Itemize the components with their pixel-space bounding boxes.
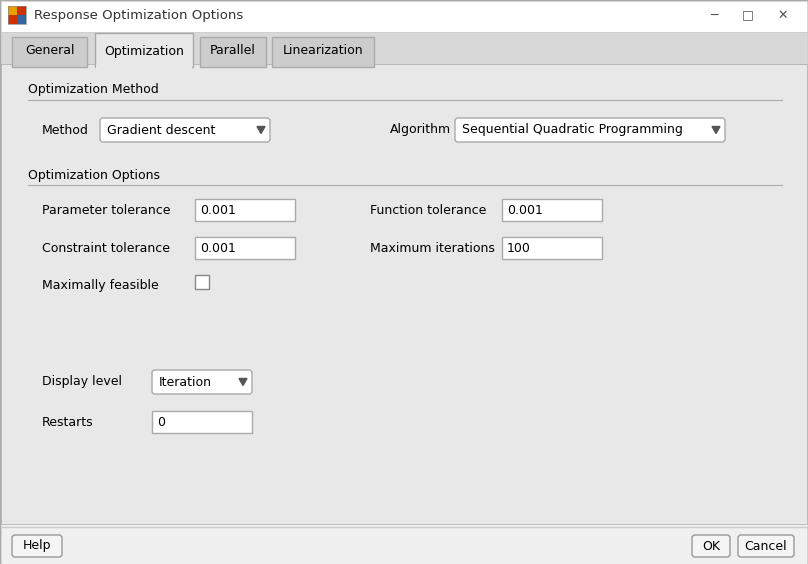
Text: 0.001: 0.001 bbox=[200, 241, 236, 254]
Bar bbox=[195, 275, 209, 289]
Bar bbox=[195, 237, 295, 259]
Text: 0: 0 bbox=[157, 416, 165, 429]
FancyBboxPatch shape bbox=[152, 370, 252, 394]
FancyBboxPatch shape bbox=[455, 118, 725, 142]
Text: ✕: ✕ bbox=[778, 8, 789, 21]
Text: Gradient descent: Gradient descent bbox=[107, 124, 216, 136]
Text: Linearization: Linearization bbox=[283, 45, 364, 58]
Text: 0.001: 0.001 bbox=[200, 204, 236, 217]
Bar bbox=[195, 199, 295, 221]
Polygon shape bbox=[712, 126, 720, 134]
FancyBboxPatch shape bbox=[738, 535, 794, 557]
Text: Method: Method bbox=[42, 124, 89, 136]
Text: Sequential Quadratic Programming: Sequential Quadratic Programming bbox=[462, 124, 683, 136]
Bar bbox=[96, 65, 192, 69]
FancyBboxPatch shape bbox=[692, 535, 730, 557]
Polygon shape bbox=[257, 126, 265, 134]
Text: Optimization: Optimization bbox=[104, 45, 184, 58]
Bar bbox=[502, 237, 602, 259]
Text: Algorithm: Algorithm bbox=[390, 124, 451, 136]
Bar bbox=[152, 411, 252, 433]
Bar bbox=[95, 33, 193, 67]
Text: General: General bbox=[25, 45, 74, 58]
Text: □: □ bbox=[742, 8, 754, 21]
Text: Display level: Display level bbox=[42, 376, 122, 389]
Text: Optimization Options: Optimization Options bbox=[28, 169, 160, 182]
Bar bbox=[12, 37, 87, 67]
Bar bbox=[1, 1, 807, 32]
Text: OK: OK bbox=[702, 540, 720, 553]
Bar bbox=[1, 64, 807, 524]
Text: Cancel: Cancel bbox=[745, 540, 787, 553]
Text: 0.001: 0.001 bbox=[507, 204, 543, 217]
Text: Parallel: Parallel bbox=[210, 45, 256, 58]
Text: Constraint tolerance: Constraint tolerance bbox=[42, 241, 170, 254]
Text: Maximum iterations: Maximum iterations bbox=[370, 241, 494, 254]
Bar bbox=[1, 32, 807, 64]
Text: Optimization Method: Optimization Method bbox=[28, 83, 158, 96]
Text: Parameter tolerance: Parameter tolerance bbox=[42, 204, 170, 217]
Text: 100: 100 bbox=[507, 241, 531, 254]
Bar bbox=[8, 6, 26, 24]
Bar bbox=[17, 6, 26, 15]
Bar bbox=[272, 37, 374, 67]
FancyBboxPatch shape bbox=[12, 535, 62, 557]
Text: Help: Help bbox=[23, 540, 51, 553]
Bar bbox=[502, 199, 602, 221]
Bar bbox=[17, 15, 26, 24]
Text: Maximally feasible: Maximally feasible bbox=[42, 279, 158, 292]
Text: ─: ─ bbox=[710, 8, 718, 21]
Text: Response Optimization Options: Response Optimization Options bbox=[34, 8, 243, 21]
Polygon shape bbox=[239, 378, 247, 386]
Text: Function tolerance: Function tolerance bbox=[370, 204, 486, 217]
Bar bbox=[1, 527, 807, 564]
Bar bbox=[8, 15, 17, 24]
FancyBboxPatch shape bbox=[100, 118, 270, 142]
Text: Restarts: Restarts bbox=[42, 416, 94, 429]
Bar bbox=[200, 37, 266, 67]
Bar bbox=[8, 6, 17, 15]
Text: Iteration: Iteration bbox=[159, 376, 212, 389]
